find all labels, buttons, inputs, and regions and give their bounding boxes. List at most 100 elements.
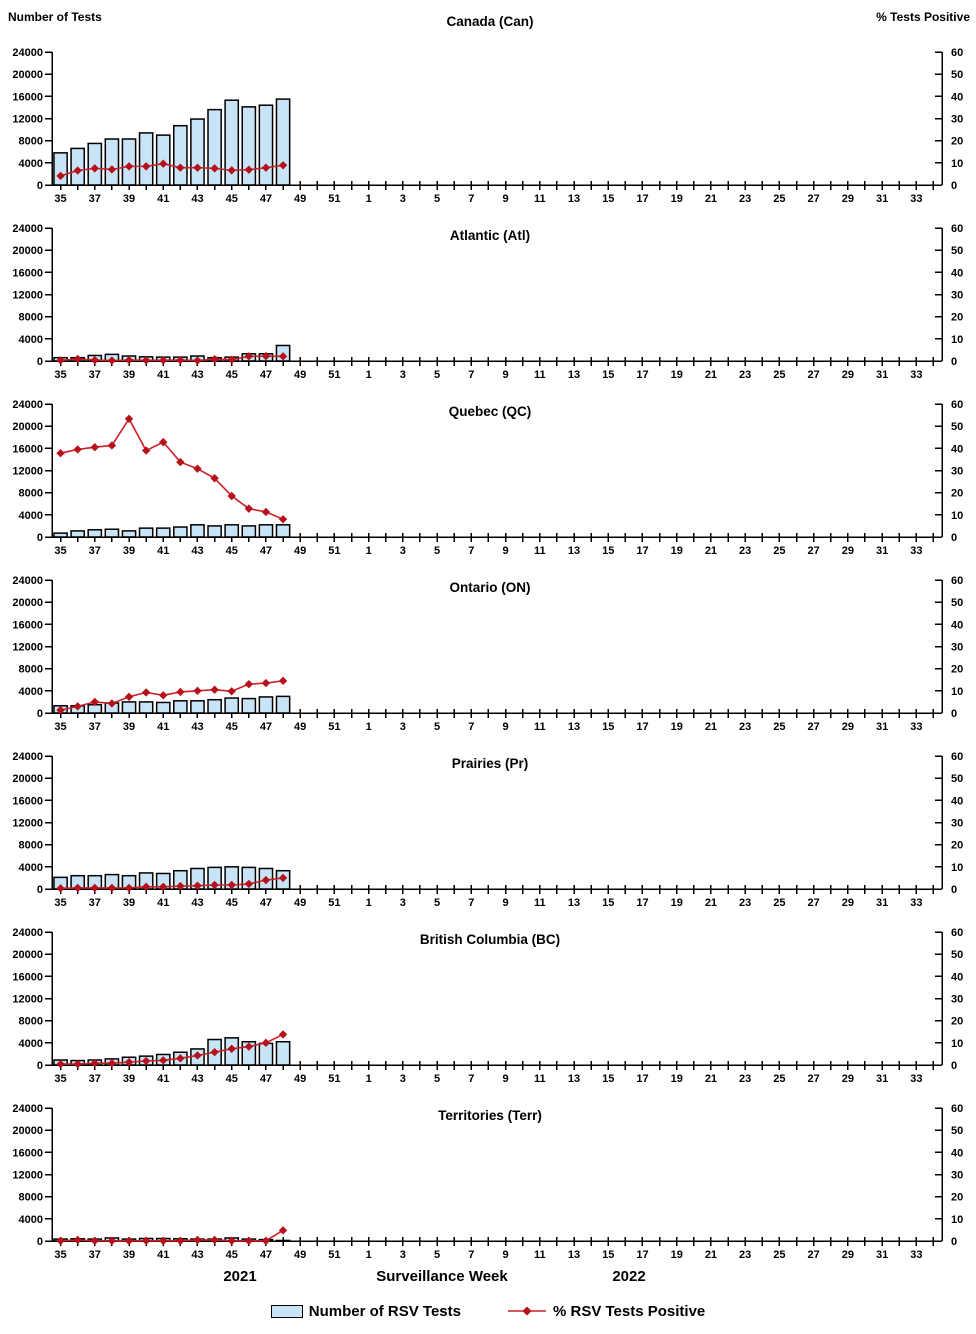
svg-text:49: 49 <box>294 897 306 909</box>
diamond-marker-week-48 <box>278 676 288 686</box>
diamond-marker-week-43 <box>193 163 202 172</box>
svg-text:11: 11 <box>534 369 546 381</box>
svg-text:51: 51 <box>328 193 340 205</box>
top-header-row: Number of Tests Canada (Can) % Tests Pos… <box>0 6 976 32</box>
svg-text:49: 49 <box>294 1073 306 1085</box>
axes <box>45 1107 943 1246</box>
diamond-marker-week-48 <box>278 352 288 361</box>
svg-text:35: 35 <box>54 721 66 733</box>
diamond-marker-week-39 <box>124 692 134 702</box>
bar-week-47 <box>258 104 274 186</box>
svg-text:0: 0 <box>37 532 43 544</box>
svg-text:47: 47 <box>260 1073 272 1085</box>
svg-text:29: 29 <box>842 545 854 557</box>
week-axis-labels: 35 37 39 41 43 45 47 49 51 1 3 5 7 9 11 13 15 17 19 21 23 25 2… <box>54 897 922 909</box>
panel-atl-chart: Atlantic (Atl) 0 4000 8000 12000 16000 20000 24… <box>12 223 963 381</box>
svg-text:12000: 12000 <box>12 642 43 654</box>
axes <box>45 227 943 366</box>
panel-terr-chart: Territories (Terr)0400080001200016000200… <box>12 1103 963 1261</box>
diamond-marker-week-44 <box>210 164 219 173</box>
svg-text:1: 1 <box>366 1073 372 1085</box>
tests-bars <box>53 1037 291 1066</box>
svg-text:5: 5 <box>434 193 440 205</box>
bar-week-35 <box>53 532 68 538</box>
tests-bars <box>53 866 291 890</box>
svg-text:11: 11 <box>534 721 546 733</box>
svg-text:39: 39 <box>123 369 135 381</box>
svg-text:30: 30 <box>951 994 963 1006</box>
svg-text:23: 23 <box>739 369 751 381</box>
svg-text:13: 13 <box>568 897 580 909</box>
svg-text:12000: 12000 <box>12 114 43 126</box>
svg-text:29: 29 <box>842 897 854 909</box>
diamond-marker-week-42 <box>176 687 185 697</box>
svg-text:37: 37 <box>89 193 101 205</box>
diamond-marker-week-47 <box>261 351 271 361</box>
bar-week-44 <box>207 698 222 714</box>
svg-text:45: 45 <box>226 369 238 381</box>
bar-week-40 <box>138 527 154 538</box>
diamond-marker-week-43 <box>193 1051 202 1060</box>
svg-text:13: 13 <box>568 369 580 381</box>
svg-text:11: 11 <box>534 1249 546 1261</box>
svg-text:45: 45 <box>226 193 238 205</box>
right-axis-labels: 0 10 20 30 40 50 60 <box>951 751 963 896</box>
legend: Number of RSV Tests % RSV Tests Positive <box>0 1294 976 1328</box>
svg-text:20000: 20000 <box>12 245 43 257</box>
svg-text:60: 60 <box>951 223 963 235</box>
svg-text:1: 1 <box>366 193 372 205</box>
svg-text:20000: 20000 <box>12 597 43 609</box>
svg-text:0: 0 <box>37 1236 43 1248</box>
svg-text:27: 27 <box>808 1249 820 1261</box>
svg-text:21: 21 <box>705 1073 717 1085</box>
svg-text:25: 25 <box>773 897 785 909</box>
svg-text:41: 41 <box>157 1073 169 1085</box>
svg-text:20: 20 <box>951 1016 963 1028</box>
svg-text:9: 9 <box>502 1073 508 1085</box>
svg-text:16000: 16000 <box>12 267 43 279</box>
diamond-marker-week-46 <box>244 1042 254 1051</box>
svg-text:4000: 4000 <box>19 334 43 346</box>
svg-text:35: 35 <box>54 1249 66 1261</box>
svg-text:27: 27 <box>808 369 820 381</box>
week-axis-labels: 35 37 39 41 43 45 47 49 51 1 3 5 7 9 11 13 15 17 19 21 23 25 2… <box>54 1249 922 1261</box>
svg-text:23: 23 <box>739 897 751 909</box>
svg-text:4000: 4000 <box>19 158 43 170</box>
svg-text:23: 23 <box>739 721 751 733</box>
diamond-marker-week-45 <box>227 355 236 364</box>
svg-text:50: 50 <box>951 597 963 609</box>
svg-text:20: 20 <box>951 136 963 148</box>
diamond-marker-week-42 <box>176 457 185 467</box>
svg-text:24000: 24000 <box>12 751 43 763</box>
svg-text:47: 47 <box>260 545 272 557</box>
svg-text:7: 7 <box>468 897 474 909</box>
svg-text:4000: 4000 <box>19 686 43 698</box>
svg-text:9: 9 <box>502 545 508 557</box>
axes <box>45 579 943 718</box>
svg-text:37: 37 <box>89 1073 101 1085</box>
svg-text:30: 30 <box>951 290 963 302</box>
svg-text:31: 31 <box>876 545 888 557</box>
svg-text:47: 47 <box>260 721 272 733</box>
panel-title-pr: Prairies (Pr) <box>452 756 529 771</box>
svg-text:24000: 24000 <box>12 927 43 939</box>
svg-text:12000: 12000 <box>12 290 43 302</box>
week-axis-labels: 35 37 39 41 43 45 47 49 51 1 3 5 7 9 11 13 15 17 19 21 23 25 2… <box>54 369 922 381</box>
svg-text:16000: 16000 <box>12 795 43 807</box>
svg-text:16000: 16000 <box>12 91 43 103</box>
right-axis-labels: 0 10 20 30 40 50 60 <box>951 575 963 720</box>
svg-text:39: 39 <box>123 193 135 205</box>
week-axis-labels: 35 37 39 41 43 45 47 49 51 1 3 5 7 9 11 13 15 17 19 21 23 25 2… <box>54 721 922 733</box>
svg-text:19: 19 <box>671 721 683 733</box>
diamond-marker-week-43 <box>193 356 202 365</box>
svg-text:0: 0 <box>951 532 957 544</box>
svg-text:15: 15 <box>602 545 614 557</box>
svg-text:24000: 24000 <box>12 575 43 587</box>
diamond-marker-week-42 <box>176 881 185 891</box>
diamond-marker-week-40 <box>141 446 151 455</box>
bar-week-46 <box>241 106 257 186</box>
svg-text:31: 31 <box>876 193 888 205</box>
bar-week-46 <box>241 525 257 538</box>
svg-text:0: 0 <box>951 1060 957 1072</box>
